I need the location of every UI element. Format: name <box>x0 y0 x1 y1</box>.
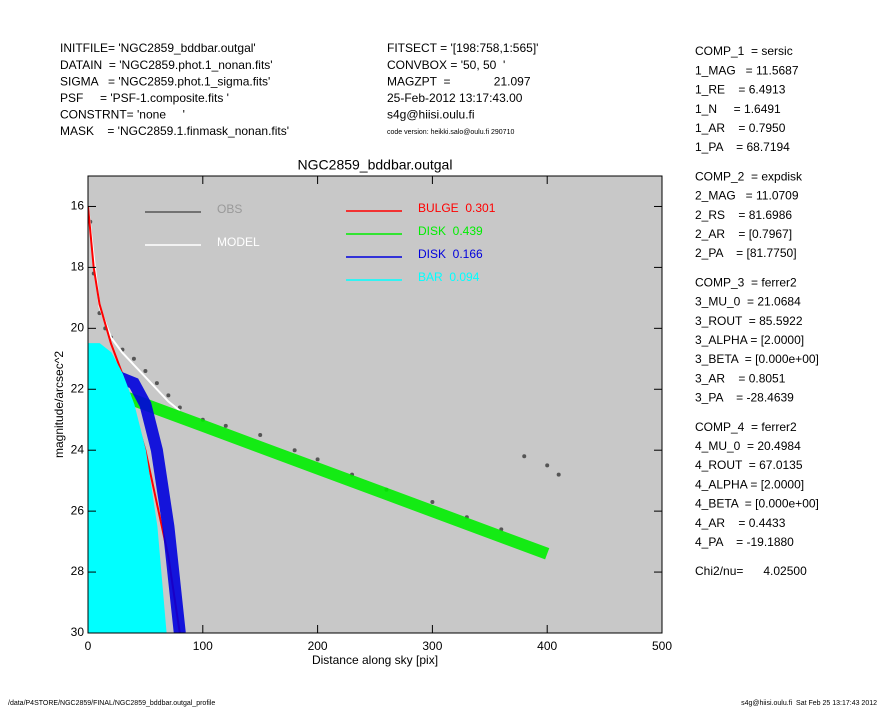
param-line: 3_ALPHA = [2.0000] <box>695 333 804 347</box>
legend-label: MODEL <box>217 235 260 249</box>
header-line: SIGMA = 'NGC2859.phot.1_sigma.fits' <box>60 74 270 88</box>
param-line: 1_PA = 68.7194 <box>695 140 790 154</box>
x-tick-label: 400 <box>537 639 557 653</box>
legend-label: BAR 0.094 <box>418 270 480 284</box>
y-axis-label: magnitude/arcsec^2 <box>52 351 66 458</box>
code-version: code version: heikki.salo@oulu.fi 290710 <box>387 129 514 136</box>
obs-point <box>545 463 550 468</box>
x-tick-label: 300 <box>422 639 442 653</box>
param-line: COMP_3 = ferrer2 <box>695 275 797 289</box>
y-tick-label: 28 <box>71 564 85 578</box>
param-line: 3_AR = 0.8051 <box>695 371 786 385</box>
header-line: INITFILE= 'NGC2859_bddbar.outgal' <box>60 41 256 55</box>
param-line: 1_AR = 0.7950 <box>695 121 786 135</box>
obs-point <box>143 368 148 373</box>
footer-left: /data/P4STORE/NGC2859/FINAL/NGC2859_bddb… <box>8 700 215 707</box>
obs-point <box>177 405 182 410</box>
param-line: 2_RS = 81.6986 <box>695 208 792 222</box>
legend-label: OBS <box>217 202 242 216</box>
x-axis-label: Distance along sky [pix] <box>312 653 438 667</box>
header-line: 25-Feb-2012 13:17:43.00 <box>387 91 523 105</box>
plot-frame <box>87 175 663 634</box>
param-line: 1_RE = 6.4913 <box>695 83 786 97</box>
obs-point <box>556 472 561 477</box>
bar-area <box>88 343 167 633</box>
param-line: 4_AR = 0.4433 <box>695 516 786 530</box>
obs-point <box>522 454 527 459</box>
param-line: COMP_4 = ferrer2 <box>695 420 797 434</box>
param-line: COMP_2 = expdisk <box>695 169 803 183</box>
param-line: Chi2/nu= 4.02500 <box>695 564 807 578</box>
obs-point <box>223 423 228 428</box>
y-tick-label: 20 <box>71 321 85 335</box>
param-line: 3_PA = -28.4639 <box>695 391 794 405</box>
param-line: 4_ROUT = 67.0135 <box>695 458 803 472</box>
plot-marks <box>88 206 561 633</box>
obs-point <box>166 393 171 398</box>
y-tick-label: 18 <box>71 260 85 274</box>
obs-point <box>315 457 320 462</box>
footer-right: s4g@hiisi.oulu.fi Sat Feb 25 13:17:43 20… <box>741 700 877 707</box>
legend-label: DISK 0.439 <box>418 224 483 238</box>
obs-point <box>154 381 159 386</box>
param-line: COMP_1 = sersic <box>695 44 793 58</box>
header-line: PSF = 'PSF-1.composite.fits ' <box>60 91 229 105</box>
param-line: 1_MAG = 11.5687 <box>695 63 799 77</box>
header-line: MAGZPT = 21.097 <box>387 74 531 88</box>
x-tick-label: 500 <box>652 639 672 653</box>
legend-label: DISK 0.166 <box>418 247 483 261</box>
model-band <box>88 377 550 560</box>
header-line: CONSTRNT= 'none ' <box>60 108 185 122</box>
param-line: 4_BETA = [0.000e+00] <box>695 497 819 511</box>
x-tick-label: 200 <box>308 639 328 653</box>
obs-point <box>430 499 435 504</box>
param-line: 3_MU_0 = 21.0684 <box>695 295 801 309</box>
param-line: 3_BETA = [0.000e+00] <box>695 352 819 366</box>
y-tick-label: 26 <box>71 503 85 517</box>
x-tick-label: 0 <box>85 639 92 653</box>
obs-point <box>131 356 136 361</box>
obs-point <box>258 432 263 437</box>
header-line: CONVBOX = '50, 50 ' <box>387 58 505 72</box>
chart-title: NGC2859_bddbar.outgal <box>298 157 453 173</box>
param-line: 2_AR = [0.7967] <box>695 227 792 241</box>
param-line: 4_MU_0 = 20.4984 <box>695 439 801 453</box>
y-tick-label: 16 <box>71 199 85 213</box>
y-tick-label: 22 <box>71 381 85 395</box>
obs-point <box>292 448 297 453</box>
param-line: 1_N = 1.6491 <box>695 102 781 116</box>
header-line: MASK = 'NGC2859.1.finmask_nonan.fits' <box>60 124 289 138</box>
plot-area <box>88 176 662 633</box>
param-line: 2_MAG = 11.0709 <box>695 189 799 203</box>
header-line: DATAIN = 'NGC2859.phot.1_nonan.fits' <box>60 58 273 72</box>
x-tick-label: 100 <box>193 639 213 653</box>
param-line: 2_PA = [81.7750] <box>695 246 797 260</box>
param-line: 4_ALPHA = [2.0000] <box>695 477 804 491</box>
header-line: FITSECT = '[198:758,1:565]' <box>387 41 538 55</box>
y-tick-label: 24 <box>71 442 85 456</box>
header-line: s4g@hiisi.oulu.fi <box>387 108 475 122</box>
y-tick-label: 30 <box>71 625 85 639</box>
legend-label: BULGE 0.301 <box>418 201 496 215</box>
param-line: 4_PA = -19.1880 <box>695 535 794 549</box>
param-line: 3_ROUT = 85.5922 <box>695 314 803 328</box>
